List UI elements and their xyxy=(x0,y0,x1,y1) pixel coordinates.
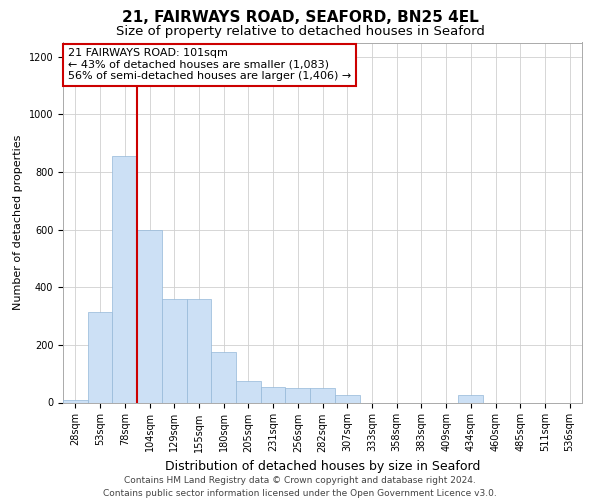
Bar xyxy=(261,386,286,402)
X-axis label: Distribution of detached houses by size in Seaford: Distribution of detached houses by size … xyxy=(165,460,480,473)
Text: 21 FAIRWAYS ROAD: 101sqm
← 43% of detached houses are smaller (1,083)
56% of sem: 21 FAIRWAYS ROAD: 101sqm ← 43% of detach… xyxy=(68,48,351,82)
Bar xyxy=(335,396,359,402)
Y-axis label: Number of detached properties: Number of detached properties xyxy=(13,135,23,310)
Text: Contains HM Land Registry data © Crown copyright and database right 2024.
Contai: Contains HM Land Registry data © Crown c… xyxy=(103,476,497,498)
Bar xyxy=(187,299,211,403)
Bar xyxy=(162,299,187,403)
Bar xyxy=(137,230,162,402)
Bar xyxy=(236,381,261,402)
Text: Size of property relative to detached houses in Seaford: Size of property relative to detached ho… xyxy=(116,25,484,38)
Bar xyxy=(63,400,88,402)
Bar xyxy=(112,156,137,402)
Bar xyxy=(88,312,112,402)
Bar xyxy=(286,388,310,402)
Bar xyxy=(458,396,483,402)
Bar xyxy=(211,352,236,403)
Bar xyxy=(310,388,335,402)
Text: 21, FAIRWAYS ROAD, SEAFORD, BN25 4EL: 21, FAIRWAYS ROAD, SEAFORD, BN25 4EL xyxy=(122,10,478,25)
